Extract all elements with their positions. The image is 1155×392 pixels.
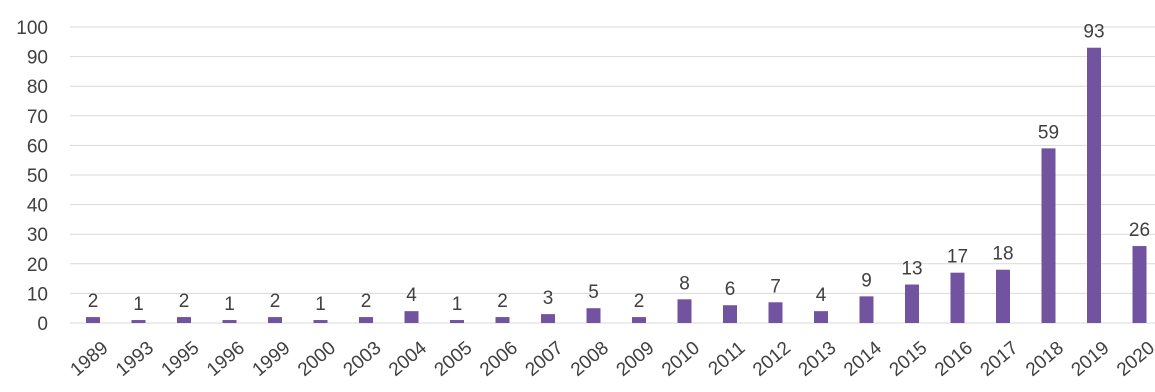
bar [359, 317, 373, 323]
bar [1041, 148, 1056, 323]
x-tick-label: 2003 [340, 338, 386, 381]
x-tick-label: 2009 [613, 338, 659, 381]
bar [768, 302, 783, 323]
data-label: 4 [816, 285, 827, 306]
bar [313, 320, 328, 323]
x-tick-label: 2019 [1068, 338, 1114, 381]
y-tick-label: 100 [16, 18, 48, 39]
y-tick-label: 10 [27, 284, 48, 305]
data-label: 1 [452, 294, 463, 315]
x-tick-label: 1996 [203, 338, 249, 381]
data-label: 1 [315, 294, 326, 315]
bar [905, 284, 919, 323]
x-tick-label: 2006 [476, 338, 522, 381]
data-label: 93 [1083, 22, 1104, 43]
bar [131, 320, 146, 323]
y-tick-label: 80 [27, 77, 48, 98]
data-label: 7 [770, 276, 781, 297]
y-tick-label: 90 [27, 48, 48, 69]
data-label: 2 [270, 291, 281, 312]
data-label: 26 [1129, 220, 1150, 241]
data-label: 5 [588, 282, 599, 303]
bar [1132, 246, 1147, 323]
bar [495, 317, 510, 323]
y-tick-label: 20 [27, 255, 48, 276]
data-label: 2 [88, 291, 99, 312]
data-label: 17 [947, 247, 968, 268]
data-label: 2 [497, 291, 508, 312]
x-tick-label: 1989 [67, 338, 113, 381]
data-label: 1 [224, 294, 235, 315]
x-tick-label: 2020 [1113, 338, 1155, 381]
x-tick-label: 2015 [886, 338, 932, 381]
data-label: 9 [861, 270, 872, 291]
gridlines [70, 26, 1155, 324]
bar [450, 320, 464, 323]
bar [677, 299, 692, 323]
bar [222, 320, 237, 323]
x-tick-label: 2004 [385, 337, 431, 381]
data-label: 2 [179, 291, 190, 312]
bar [723, 305, 737, 323]
bar [1087, 47, 1101, 323]
data-label: 59 [1038, 122, 1059, 143]
y-tick-label: 50 [27, 166, 48, 187]
bar [950, 272, 965, 323]
y-axis-ticks: 0 10 20 30 40 50 60 70 80 90 100 [16, 18, 48, 335]
bar [541, 314, 555, 323]
x-tick-label: 2011 [705, 338, 750, 380]
x-tick-label: 2016 [931, 338, 977, 381]
bar [268, 317, 282, 323]
bar [859, 296, 874, 323]
bar [177, 317, 191, 323]
data-label: 8 [679, 273, 690, 294]
x-tick-label: 2017 [977, 338, 1023, 381]
y-tick-label: 40 [27, 196, 48, 217]
bars [86, 47, 1147, 323]
data-label: 3 [543, 288, 554, 309]
x-tick-label: 2000 [294, 338, 340, 381]
data-label: 4 [406, 285, 417, 306]
x-tick-label: 1999 [249, 338, 295, 381]
x-tick-label: 2013 [795, 338, 841, 381]
data-labels: 2 1 2 1 2 1 2 4 1 2 3 5 2 8 6 7 4 9 13 17 18 59 93 26 [88, 22, 1150, 315]
x-tick-label: 2018 [1022, 338, 1068, 381]
data-label: 18 [992, 244, 1013, 265]
x-axis-ticks: 1989 1993 1995 1996 1999 2000 2003 2004 2005 2006… [67, 337, 1155, 381]
bar [586, 308, 601, 323]
x-tick-label: 2010 [658, 338, 704, 381]
x-tick-label: 1993 [112, 338, 158, 381]
y-tick-label: 0 [37, 314, 48, 335]
y-tick-label: 30 [27, 225, 48, 246]
bar [996, 269, 1010, 323]
x-tick-label: 2008 [567, 338, 613, 381]
y-tick-label: 70 [27, 107, 48, 128]
data-label: 1 [133, 294, 144, 315]
x-tick-label: 2014 [840, 337, 886, 381]
x-tick-label: 2012 [749, 338, 795, 381]
data-label: 6 [725, 279, 736, 300]
data-label: 13 [901, 259, 922, 280]
x-tick-label: 1995 [158, 338, 204, 381]
y-tick-label: 60 [27, 136, 48, 157]
bar [632, 317, 646, 323]
bar [404, 311, 419, 323]
x-tick-label: 2005 [431, 338, 477, 381]
bar [86, 317, 100, 323]
x-tick-label: 2007 [522, 338, 568, 381]
data-label: 2 [361, 291, 372, 312]
bar [814, 311, 828, 323]
data-label: 2 [634, 291, 645, 312]
